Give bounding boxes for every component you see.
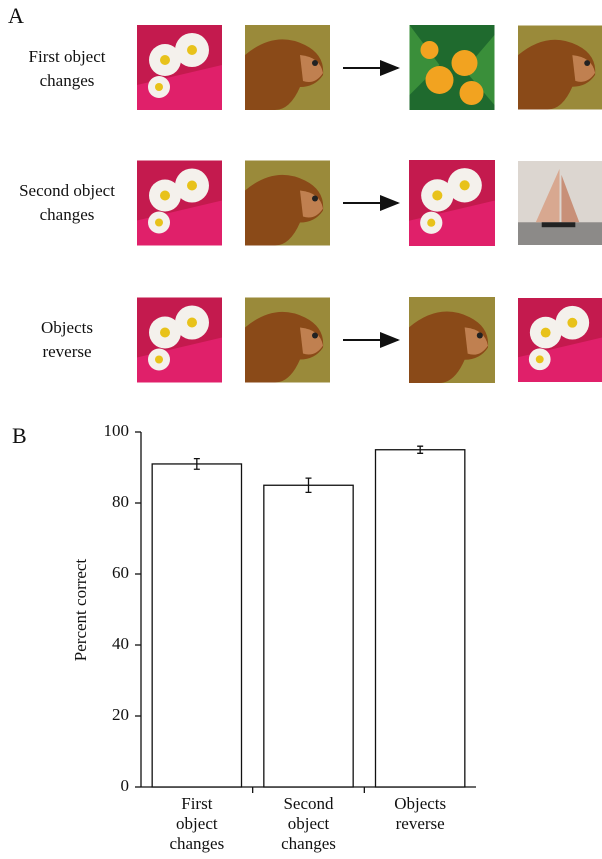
panel-label: B bbox=[12, 423, 27, 448]
x-tick-label: changes bbox=[169, 834, 224, 853]
bar bbox=[376, 450, 465, 787]
image bbox=[518, 298, 602, 382]
figure: A First object changes Second object cha… bbox=[0, 0, 602, 859]
y-tick-label: 40 bbox=[112, 634, 129, 653]
y-tick-label: 80 bbox=[112, 492, 129, 511]
y-tick-label: 0 bbox=[121, 776, 130, 795]
image bbox=[137, 161, 222, 246]
image bbox=[245, 25, 330, 110]
row-label: First object bbox=[29, 47, 106, 66]
image bbox=[245, 298, 330, 383]
x-tick-label: First bbox=[181, 794, 212, 813]
x-tick-label: Objects bbox=[394, 794, 446, 813]
image bbox=[409, 160, 495, 246]
y-axis-label: Percent correct bbox=[71, 559, 90, 662]
image bbox=[137, 298, 222, 383]
image bbox=[409, 297, 495, 383]
image bbox=[518, 161, 602, 245]
panel-b: B Percent correct 020406080100Firstobjec… bbox=[12, 421, 476, 853]
row-label: Objects bbox=[41, 318, 93, 337]
x-tick-label: object bbox=[288, 814, 330, 833]
image bbox=[245, 161, 330, 246]
row-label: changes bbox=[40, 205, 95, 224]
row-label: reverse bbox=[42, 342, 91, 361]
x-tick-label: Second bbox=[283, 794, 334, 813]
x-tick-label: changes bbox=[281, 834, 336, 853]
panel-a: A First object changes Second object cha… bbox=[8, 3, 602, 383]
x-tick-label: object bbox=[176, 814, 218, 833]
bar bbox=[152, 464, 241, 787]
image bbox=[137, 25, 222, 110]
x-tick-label: reverse bbox=[396, 814, 445, 833]
panel-label: A bbox=[8, 3, 24, 28]
y-tick-label: 60 bbox=[112, 563, 129, 582]
row-label: Second object bbox=[19, 181, 115, 200]
image bbox=[518, 26, 602, 110]
bar bbox=[264, 485, 353, 787]
y-tick-label: 20 bbox=[112, 705, 129, 724]
image bbox=[410, 25, 495, 110]
y-tick-label: 100 bbox=[104, 421, 130, 440]
row-label: changes bbox=[40, 71, 95, 90]
